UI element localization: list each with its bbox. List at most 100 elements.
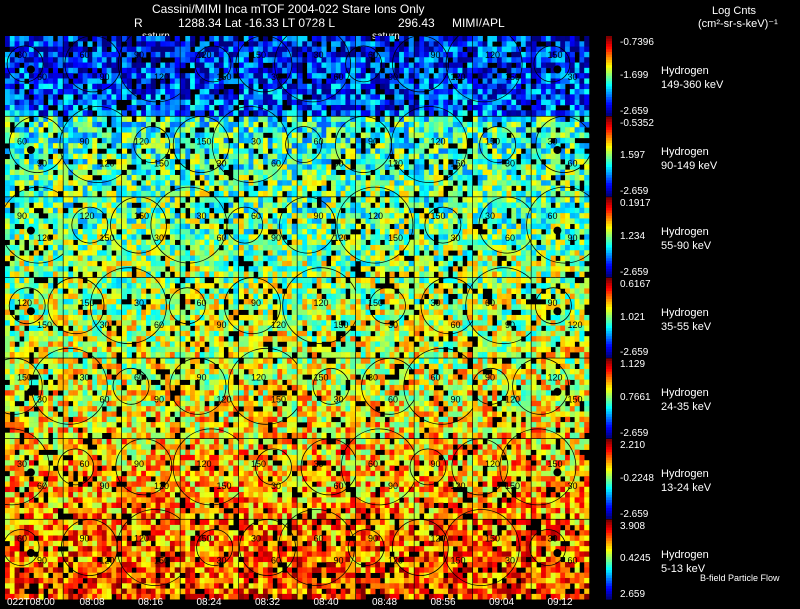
heatmap-cell (560, 213, 566, 219)
heatmap-cell (331, 51, 337, 58)
heatmap-cell (311, 51, 317, 58)
heatmap-cell (321, 159, 327, 165)
heatmap-cell (302, 46, 308, 53)
heatmap-cell (174, 94, 180, 100)
heatmap-cell (520, 174, 527, 181)
heatmap-cell (185, 250, 191, 256)
heatmap-cell (569, 73, 575, 79)
heatmap-cell (297, 169, 303, 176)
heatmap-cell (73, 234, 79, 240)
heatmap-cell (160, 266, 166, 272)
heatmap-cell (525, 197, 531, 203)
heatmap-cell (452, 202, 458, 209)
heatmap-cell (272, 78, 278, 85)
heatmap-cell (155, 121, 161, 128)
colorbar-segment (606, 174, 612, 179)
heatmap-cell (97, 202, 103, 209)
heatmap-cell (569, 159, 575, 165)
heatmap-cell (155, 67, 161, 74)
heatmap-cell (43, 190, 49, 197)
heatmap-cell (73, 218, 79, 225)
heatmap-cell (297, 148, 303, 155)
heatmap-cell (482, 271, 488, 278)
heatmap-cell (482, 169, 488, 176)
heatmap-cell (291, 202, 297, 209)
heatmap-cell (82, 218, 88, 225)
heatmap-cell (136, 197, 142, 203)
heatmap-cell (321, 185, 327, 192)
heatmap-cell (14, 234, 20, 240)
heatmap-cell (253, 132, 259, 139)
heatmap-cell (545, 94, 551, 100)
heatmap-cell (307, 218, 313, 225)
heatmap-cell (365, 229, 371, 235)
heatmap-cell (262, 78, 269, 85)
heatmap-cell (243, 239, 249, 246)
heatmap-cell (97, 78, 103, 85)
heatmap-cell (424, 78, 430, 85)
heatmap-cell (286, 46, 293, 53)
heatmap-cell (57, 223, 63, 230)
heatmap-cell (307, 121, 313, 128)
heatmap-cell (496, 244, 503, 251)
heatmap-cell (356, 148, 362, 155)
heatmap-cell (356, 207, 362, 214)
heatmap-cell (43, 202, 49, 209)
heatmap-cell (496, 148, 503, 155)
heatmap-cell (165, 229, 171, 235)
heatmap-cell (511, 255, 517, 262)
heatmap-cell (63, 197, 69, 203)
heatmap-cell (286, 271, 293, 278)
heatmap-cell (92, 197, 98, 203)
heatmap-cell (307, 239, 313, 246)
heatmap-cell (87, 51, 93, 58)
heatmap-cell (57, 185, 63, 192)
heatmap-cell (243, 234, 249, 240)
heatmap-cell (239, 46, 245, 53)
heatmap-cell (82, 104, 88, 111)
heatmap-cell (403, 185, 410, 192)
heatmap-cell (92, 266, 98, 272)
heatmap-cell (569, 143, 575, 149)
heatmap-cell (311, 104, 317, 111)
heatmap-cell (550, 271, 556, 278)
heatmap-cell (350, 190, 356, 197)
heatmap-cell (506, 110, 512, 116)
heatmap-cell (185, 143, 191, 149)
contour-line (479, 126, 517, 163)
heatmap-cell (438, 83, 444, 90)
heatmap-cell (525, 73, 531, 79)
heatmap-cell (111, 57, 117, 63)
heatmap-cell (428, 137, 434, 144)
heatmap-cell (209, 148, 215, 155)
heatmap-cell (302, 83, 308, 90)
heatmap-cell (307, 207, 313, 214)
heatmap-cell (389, 185, 395, 192)
heatmap-cell (335, 244, 341, 251)
heatmap-cell (82, 62, 88, 69)
heatmap-cell (384, 153, 390, 160)
heatmap-cell (24, 67, 30, 74)
heatmap-cell (579, 190, 585, 197)
heatmap-cell (311, 159, 317, 165)
heatmap-cell (579, 41, 585, 47)
heatmap-cell (253, 174, 259, 181)
heatmap-cell (438, 67, 444, 74)
heatmap-cell (174, 153, 180, 160)
heatmap-cell (106, 57, 112, 63)
heatmap-cell (48, 260, 54, 267)
heatmap-cell (180, 62, 186, 69)
heatmap-cell (584, 51, 590, 58)
heatmap-cell (428, 159, 434, 165)
heatmap-cell (438, 143, 444, 149)
heatmap-cell (477, 190, 483, 197)
heatmap-cell (131, 169, 137, 176)
heatmap-cell (5, 202, 11, 209)
heatmap-cell (43, 207, 49, 214)
heatmap-cell (389, 266, 395, 272)
heatmap-cell (414, 223, 420, 230)
heatmap-cell (57, 180, 63, 186)
heatmap-cell (335, 266, 341, 272)
heatmap-cell (403, 207, 410, 214)
